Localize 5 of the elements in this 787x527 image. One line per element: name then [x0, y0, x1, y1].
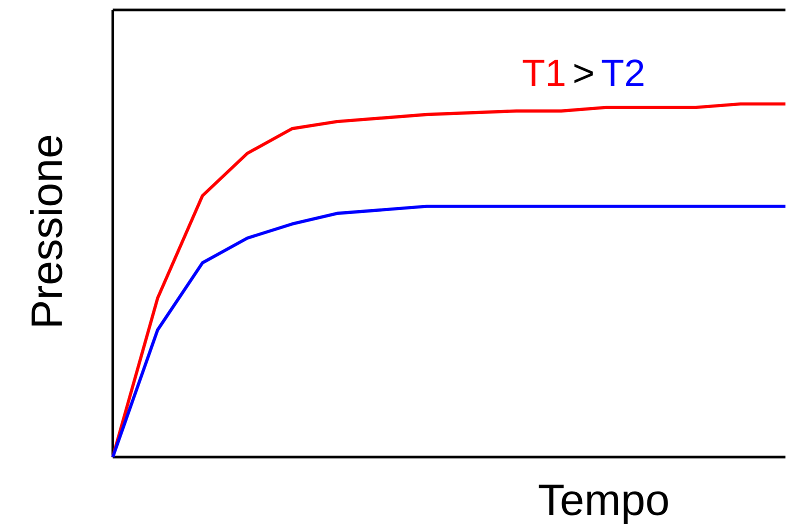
x-axis-title: Tempo	[538, 484, 668, 524]
text: >	[574, 64, 593, 83]
series-label: T1	[522, 60, 564, 86]
text: T2	[602, 59, 644, 86]
y-axis-title: Pressione	[30, 136, 62, 326]
